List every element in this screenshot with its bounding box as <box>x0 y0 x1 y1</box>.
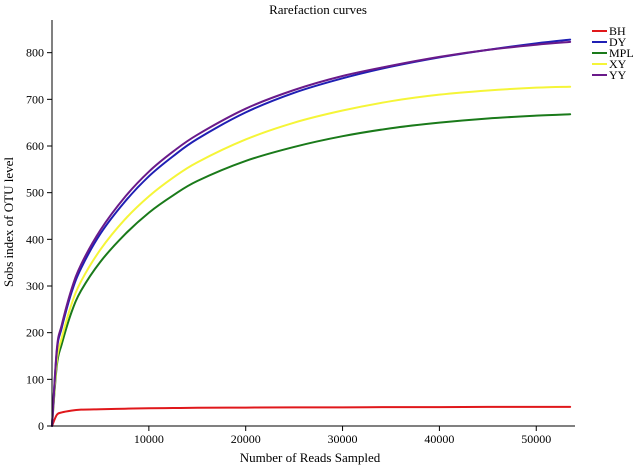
x-axis-label: Number of Reads Sampled <box>240 450 381 465</box>
y-ticks: 0 100 200 300 400 500 600 700 800 <box>26 46 52 433</box>
y-tick-label: 500 <box>26 186 44 200</box>
chart-title: Rarefaction curves <box>269 2 367 17</box>
y-tick-label: 800 <box>26 46 44 60</box>
y-axis-label: Sobs index of OTU level <box>1 157 16 287</box>
y-tick-label: 200 <box>26 326 44 340</box>
series-line-yy <box>51 40 572 427</box>
series-layer <box>51 38 572 427</box>
x-tick-label: 40000 <box>424 432 454 446</box>
legend-label-yy: YY <box>609 68 627 82</box>
series-line-bh <box>51 405 572 427</box>
x-tick-label: 10000 <box>134 432 164 446</box>
legend-label-mpl: MPL <box>609 46 634 60</box>
series-line-dy <box>51 38 572 427</box>
legend-label-xy: XY <box>609 57 627 71</box>
y-tick-label: 400 <box>26 232 44 246</box>
y-tick-label: 300 <box>26 279 44 293</box>
y-tick-label: 700 <box>26 92 44 106</box>
x-tick-label: 20000 <box>231 432 261 446</box>
y-tick-label: 600 <box>26 139 44 153</box>
legend-label-bh: BH <box>609 24 626 38</box>
y-tick-label: 100 <box>26 372 44 386</box>
series-line-xy <box>51 85 572 427</box>
x-ticks: 10000 20000 30000 40000 50000 <box>134 426 551 446</box>
x-tick-label: 50000 <box>521 432 551 446</box>
legend-label-dy: DY <box>609 35 627 49</box>
y-tick-label: 0 <box>38 419 44 433</box>
series-line-mpl <box>51 113 572 427</box>
x-tick-label: 30000 <box>328 432 358 446</box>
